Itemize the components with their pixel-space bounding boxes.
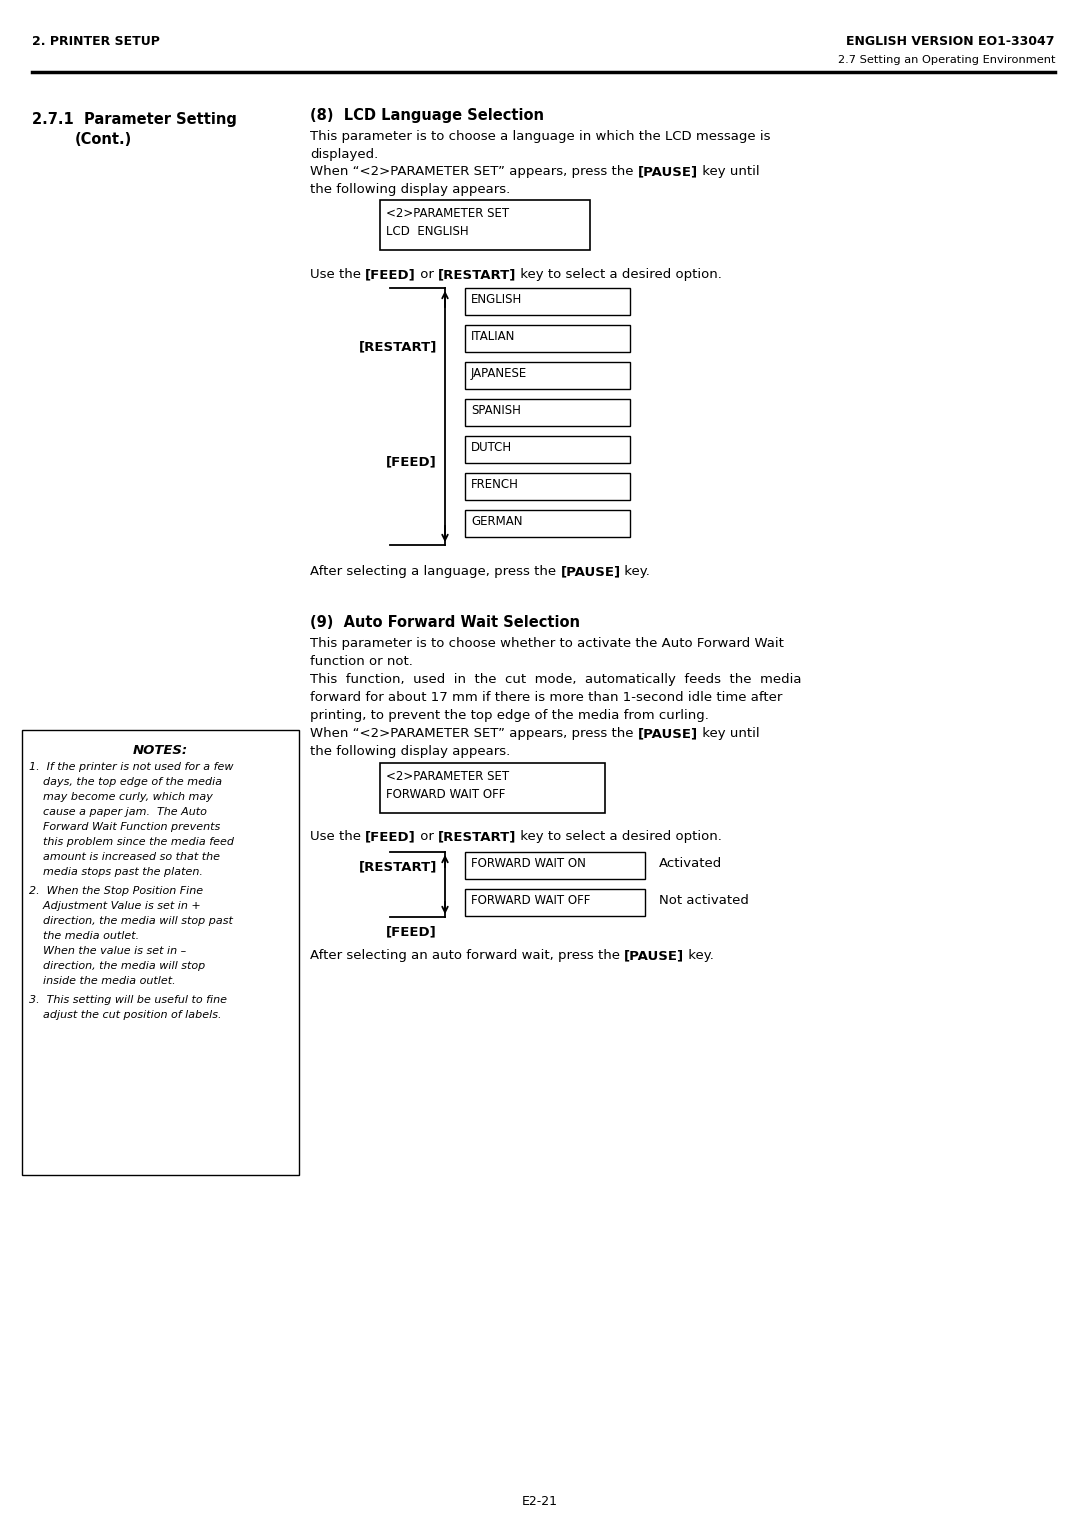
Text: Adjustment Value is set in +: Adjustment Value is set in + [29, 902, 201, 911]
Text: 2.  When the Stop Position Fine: 2. When the Stop Position Fine [29, 886, 203, 895]
Text: Not activated: Not activated [659, 894, 748, 908]
Text: FORWARD WAIT OFF: FORWARD WAIT OFF [471, 894, 591, 908]
Text: 3.  This setting will be useful to fine: 3. This setting will be useful to fine [29, 995, 227, 1005]
FancyBboxPatch shape [465, 362, 630, 390]
Text: JAPANESE: JAPANESE [471, 367, 527, 380]
Text: This  function,  used  in  the  cut  mode,  automatically  feeds  the  media: This function, used in the cut mode, aut… [310, 672, 801, 686]
Text: After selecting an auto forward wait, press the: After selecting an auto forward wait, pr… [310, 949, 624, 963]
FancyBboxPatch shape [22, 730, 299, 1175]
Text: key to select a desired option.: key to select a desired option. [516, 267, 723, 281]
Text: the following display appears.: the following display appears. [310, 746, 510, 758]
Text: After selecting a language, press the: After selecting a language, press the [310, 565, 561, 578]
Text: FRENCH: FRENCH [471, 478, 518, 490]
FancyBboxPatch shape [465, 325, 630, 351]
Text: Forward Wait Function prevents: Forward Wait Function prevents [29, 822, 220, 833]
Text: the following display appears.: the following display appears. [310, 183, 510, 196]
Text: [FEED]: [FEED] [365, 267, 416, 281]
Text: ENGLISH VERSION EO1-33047: ENGLISH VERSION EO1-33047 [847, 35, 1055, 47]
Text: or: or [416, 267, 438, 281]
Text: [FEED]: [FEED] [387, 924, 437, 938]
Text: key to select a desired option.: key to select a desired option. [516, 830, 723, 843]
Text: [FEED]: [FEED] [387, 455, 437, 468]
Text: [PAUSE]: [PAUSE] [638, 727, 698, 740]
Text: 2.7 Setting an Operating Environment: 2.7 Setting an Operating Environment [837, 55, 1055, 66]
Text: 2.7.1  Parameter Setting: 2.7.1 Parameter Setting [32, 112, 237, 127]
Text: FORWARD WAIT ON: FORWARD WAIT ON [471, 857, 585, 869]
Text: FORWARD WAIT OFF: FORWARD WAIT OFF [386, 788, 505, 801]
FancyBboxPatch shape [465, 474, 630, 500]
Text: [FEED]: [FEED] [365, 830, 416, 843]
Text: 1.  If the printer is not used for a few: 1. If the printer is not used for a few [29, 762, 233, 772]
FancyBboxPatch shape [380, 200, 590, 251]
Text: [PAUSE]: [PAUSE] [624, 949, 685, 963]
Text: days, the top edge of the media: days, the top edge of the media [29, 778, 222, 787]
Text: LCD  ENGLISH: LCD ENGLISH [386, 225, 469, 238]
Text: <2>PARAMETER SET: <2>PARAMETER SET [386, 770, 509, 782]
Text: E2-21: E2-21 [522, 1494, 558, 1508]
Text: [RESTART]: [RESTART] [438, 830, 516, 843]
Text: printing, to prevent the top edge of the media from curling.: printing, to prevent the top edge of the… [310, 709, 708, 723]
Text: Activated: Activated [659, 857, 723, 869]
FancyBboxPatch shape [465, 853, 645, 879]
Text: may become curly, which may: may become curly, which may [29, 792, 213, 802]
Text: <2>PARAMETER SET: <2>PARAMETER SET [386, 206, 509, 220]
Text: (8)  LCD Language Selection: (8) LCD Language Selection [310, 108, 544, 122]
Text: cause a paper jam.  The Auto: cause a paper jam. The Auto [29, 807, 207, 817]
FancyBboxPatch shape [465, 435, 630, 463]
FancyBboxPatch shape [465, 287, 630, 315]
Text: [RESTART]: [RESTART] [359, 341, 437, 353]
Text: displayed.: displayed. [310, 148, 378, 160]
Text: amount is increased so that the: amount is increased so that the [29, 853, 220, 862]
Text: This parameter is to choose a language in which the LCD message is: This parameter is to choose a language i… [310, 130, 770, 144]
Text: This parameter is to choose whether to activate the Auto Forward Wait: This parameter is to choose whether to a… [310, 637, 784, 649]
FancyBboxPatch shape [465, 510, 630, 536]
Text: key.: key. [621, 565, 650, 578]
Text: [RESTART]: [RESTART] [438, 267, 516, 281]
Text: key until: key until [698, 165, 759, 177]
Text: this problem since the media feed: this problem since the media feed [29, 837, 234, 847]
Text: Use the: Use the [310, 267, 365, 281]
Text: When “<2>PARAMETER SET” appears, press the: When “<2>PARAMETER SET” appears, press t… [310, 165, 638, 177]
Text: (Cont.): (Cont.) [75, 131, 132, 147]
Text: the media outlet.: the media outlet. [29, 931, 139, 941]
Text: media stops past the platen.: media stops past the platen. [29, 866, 203, 877]
Text: DUTCH: DUTCH [471, 442, 512, 454]
Text: function or not.: function or not. [310, 656, 413, 668]
Text: key until: key until [698, 727, 759, 740]
Text: Use the: Use the [310, 830, 365, 843]
Text: adjust the cut position of labels.: adjust the cut position of labels. [29, 1010, 221, 1021]
Text: (9)  Auto Forward Wait Selection: (9) Auto Forward Wait Selection [310, 614, 580, 630]
Text: When the value is set in –: When the value is set in – [29, 946, 186, 957]
Text: inside the media outlet.: inside the media outlet. [29, 976, 176, 986]
Text: ENGLISH: ENGLISH [471, 293, 523, 306]
Text: When “<2>PARAMETER SET” appears, press the: When “<2>PARAMETER SET” appears, press t… [310, 727, 638, 740]
Text: key.: key. [685, 949, 714, 963]
Text: [PAUSE]: [PAUSE] [638, 165, 698, 177]
Text: ITALIAN: ITALIAN [471, 330, 515, 342]
Text: direction, the media will stop past: direction, the media will stop past [29, 915, 233, 926]
Text: or: or [416, 830, 438, 843]
Text: GERMAN: GERMAN [471, 515, 523, 529]
FancyBboxPatch shape [465, 399, 630, 426]
Text: SPANISH: SPANISH [471, 403, 521, 417]
Text: [PAUSE]: [PAUSE] [561, 565, 621, 578]
FancyBboxPatch shape [380, 762, 605, 813]
FancyBboxPatch shape [465, 889, 645, 915]
Text: [RESTART]: [RESTART] [359, 860, 437, 872]
Text: NOTES:: NOTES: [133, 744, 188, 756]
Text: forward for about 17 mm if there is more than 1-second idle time after: forward for about 17 mm if there is more… [310, 691, 782, 704]
Text: direction, the media will stop: direction, the media will stop [29, 961, 205, 970]
Text: 2. PRINTER SETUP: 2. PRINTER SETUP [32, 35, 160, 47]
